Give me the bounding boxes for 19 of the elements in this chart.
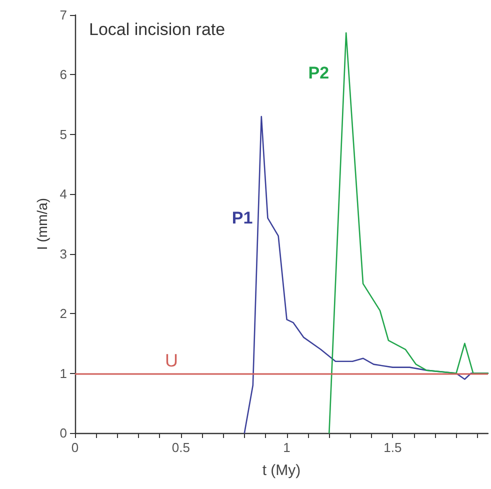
y-tick-label: 3: [60, 246, 67, 262]
x-tick-label: 0: [71, 440, 79, 455]
y-tick-label: 1: [60, 366, 67, 381]
y-axis-title: I (mm/a): [34, 198, 50, 250]
ref-line-label: U: [165, 350, 178, 370]
y-tick-label: 7: [60, 8, 67, 22]
series-label: P1: [232, 208, 253, 228]
x-tick-label: 0.5: [172, 440, 190, 455]
y-tick-label: 4: [60, 186, 67, 202]
y-tick-label: 2: [60, 306, 67, 322]
x-tick-label: 1.5: [384, 440, 402, 455]
x-tick-label: 1: [283, 440, 290, 455]
series-label: P2: [308, 63, 330, 82]
y-tick-label: 6: [60, 67, 67, 82]
chart-title: Local incision rate: [89, 20, 226, 39]
y-tick-label: 5: [60, 126, 67, 142]
line-series: [328, 32, 489, 434]
y-tick-label: 0: [60, 426, 67, 440]
x-axis-title: t (My): [262, 462, 301, 479]
